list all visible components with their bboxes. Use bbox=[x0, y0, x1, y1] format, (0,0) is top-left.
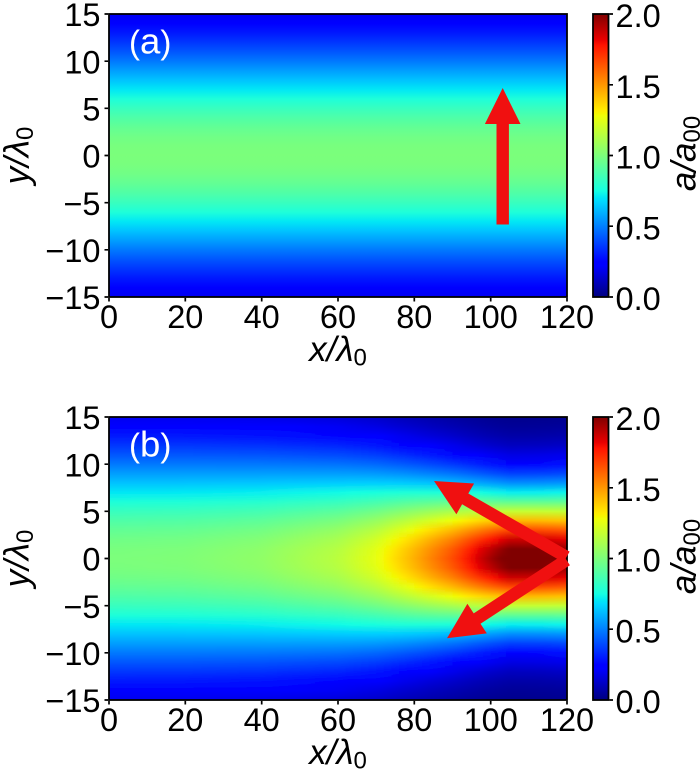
svg-text:−15: −15 bbox=[45, 683, 100, 719]
svg-text:−5: −5 bbox=[63, 589, 100, 625]
svg-text:5: 5 bbox=[82, 92, 100, 128]
svg-text:1.5: 1.5 bbox=[616, 472, 661, 508]
svg-text:2.0: 2.0 bbox=[616, 401, 661, 437]
svg-text:100: 100 bbox=[464, 299, 518, 335]
svg-text:−10: −10 bbox=[45, 233, 100, 269]
svg-text:80: 80 bbox=[396, 702, 432, 738]
svg-text:1.5: 1.5 bbox=[616, 69, 661, 105]
svg-text:0: 0 bbox=[100, 299, 118, 335]
svg-text:x/λ0: x/λ0 bbox=[307, 330, 367, 372]
svg-text:5: 5 bbox=[82, 495, 100, 531]
svg-text:120: 120 bbox=[540, 702, 594, 738]
svg-text:120: 120 bbox=[540, 299, 594, 335]
svg-text:100: 100 bbox=[464, 702, 518, 738]
svg-text:10: 10 bbox=[64, 447, 100, 483]
svg-text:20: 20 bbox=[167, 299, 203, 335]
svg-text:40: 40 bbox=[244, 702, 280, 738]
svg-text:−5: −5 bbox=[63, 186, 100, 222]
svg-text:15: 15 bbox=[64, 400, 100, 436]
svg-text:0.5: 0.5 bbox=[616, 614, 661, 650]
svg-text:60: 60 bbox=[320, 702, 356, 738]
svg-text:−10: −10 bbox=[45, 636, 100, 672]
svg-text:0: 0 bbox=[82, 542, 100, 578]
svg-text:(a): (a) bbox=[129, 21, 171, 62]
svg-text:0.0: 0.0 bbox=[616, 281, 661, 317]
svg-text:80: 80 bbox=[396, 299, 432, 335]
svg-text:(b): (b) bbox=[129, 424, 171, 465]
svg-text:1.0: 1.0 bbox=[616, 543, 661, 579]
svg-text:10: 10 bbox=[64, 44, 100, 80]
svg-text:y/λ0: y/λ0 bbox=[0, 530, 39, 590]
svg-text:15: 15 bbox=[64, 0, 100, 33]
svg-text:40: 40 bbox=[244, 299, 280, 335]
svg-text:−15: −15 bbox=[45, 280, 100, 316]
svg-text:0.0: 0.0 bbox=[616, 684, 661, 720]
svg-text:0: 0 bbox=[100, 702, 118, 738]
svg-text:20: 20 bbox=[167, 702, 203, 738]
svg-text:1.0: 1.0 bbox=[616, 140, 661, 176]
svg-text:2.0: 2.0 bbox=[616, 0, 661, 34]
svg-text:0: 0 bbox=[82, 139, 100, 175]
svg-text:60: 60 bbox=[320, 299, 356, 335]
svg-text:0.5: 0.5 bbox=[616, 210, 661, 246]
